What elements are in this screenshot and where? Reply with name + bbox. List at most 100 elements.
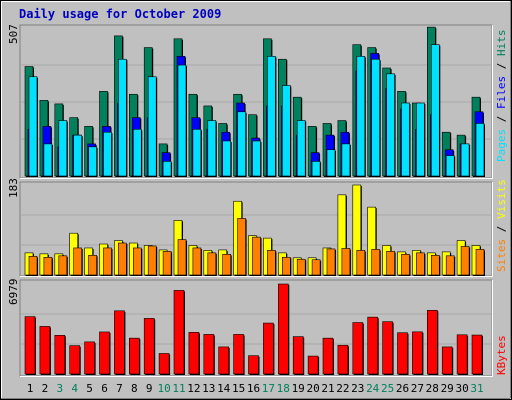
day-label-4: 4 <box>71 382 78 395</box>
day-label-9: 9 <box>146 382 153 395</box>
sites-bar-5 <box>88 255 97 276</box>
day-label-24: 24 <box>366 382 380 395</box>
legend-files: Files <box>495 76 508 109</box>
sites-bar-11 <box>177 239 187 276</box>
pages-bar-25 <box>386 73 395 177</box>
day-label-16: 16 <box>247 382 260 395</box>
pages-bar-6 <box>103 131 112 177</box>
kbytes-bar-6 <box>99 331 110 375</box>
kbytes-bar-3 <box>54 335 66 375</box>
day-label-18: 18 <box>277 382 290 395</box>
sites-bar-6 <box>103 247 112 276</box>
pages-bar-28 <box>430 44 440 177</box>
sites-bar-10 <box>162 251 172 276</box>
legend-pages: Pages <box>495 129 508 162</box>
sites-bar-20 <box>311 259 321 276</box>
day-label-21: 21 <box>321 382 334 395</box>
kbytes-bar-2 <box>39 326 51 375</box>
pages-bar-20 <box>311 161 321 177</box>
kbytes-bar-8 <box>129 337 140 375</box>
day-label-11: 11 <box>172 382 185 395</box>
kbytes-bar-18 <box>277 283 289 375</box>
pages-bar-2 <box>43 143 53 177</box>
sites-bar-14 <box>222 254 231 276</box>
kbytes-bar-22 <box>337 344 349 375</box>
kbytes-bar-15 <box>233 334 244 375</box>
kbytes-bar-1 <box>24 316 36 375</box>
pages-bar-18 <box>281 85 291 177</box>
sites-bar-24 <box>371 249 381 276</box>
day-label-31: 31 <box>470 382 483 395</box>
legend-sites: Sites <box>495 239 508 272</box>
day-label-14: 14 <box>217 382 231 395</box>
day-label-2: 2 <box>42 382 49 395</box>
pages-bar-5 <box>88 146 97 177</box>
kbytes-bar-14 <box>218 346 229 375</box>
legend-kbytes: KBytes <box>495 335 508 375</box>
sites-bar-31 <box>475 249 485 276</box>
sites-bar-23 <box>356 250 366 276</box>
kbytes-bar-12 <box>188 332 200 375</box>
sites-bar-8 <box>133 247 142 276</box>
day-label-25: 25 <box>381 382 394 395</box>
pages-bar-22 <box>341 143 351 177</box>
kbytes-bar-16 <box>248 355 259 375</box>
pages-bar-30 <box>460 143 470 177</box>
day-label-12: 12 <box>187 382 200 395</box>
kbytes-bar-7 <box>114 310 125 375</box>
day-label-17: 17 <box>262 382 275 395</box>
kbytes-bar-11 <box>173 290 185 375</box>
pages-bar-14 <box>222 140 231 177</box>
day-label-23: 23 <box>351 382 364 395</box>
day-label-27: 27 <box>411 382 424 395</box>
kbytes-bar-29 <box>441 346 453 375</box>
day-label-10: 10 <box>157 382 170 395</box>
sites-bar-13 <box>207 252 217 276</box>
sites-bar-26 <box>401 254 410 276</box>
sites-bar-12 <box>192 247 202 276</box>
sites-bar-30 <box>460 246 470 276</box>
pages-bar-1 <box>28 76 38 177</box>
legend-sep-2: / <box>495 56 508 76</box>
day-label-13: 13 <box>202 382 215 395</box>
sites-bar-16 <box>252 236 261 276</box>
legend-sep-1: / <box>495 109 508 129</box>
kbytes-bar-30 <box>456 334 468 375</box>
pages-bar-12 <box>192 128 202 177</box>
sites-bar-28 <box>430 255 440 276</box>
bars <box>24 26 485 375</box>
sites-bar-21 <box>326 248 336 276</box>
kbytes-bar-31 <box>471 334 483 375</box>
day-label-28: 28 <box>426 382 439 395</box>
kbytes-bar-27 <box>412 331 423 375</box>
sites-bar-29 <box>445 255 455 276</box>
pages-bar-29 <box>445 155 455 177</box>
sites-bar-4 <box>73 247 82 276</box>
legend-visits-sites: Sites / Visits <box>495 179 508 272</box>
chart-title: Daily usage for October 2009 <box>19 7 221 21</box>
day-label-8: 8 <box>131 382 138 395</box>
kbytes-bar-28 <box>426 309 438 375</box>
pages-bar-10 <box>162 161 172 177</box>
legend-visits: Visits <box>495 179 508 219</box>
sites-bar-7 <box>118 242 127 276</box>
day-label-5: 5 <box>86 382 93 395</box>
day-label-20: 20 <box>306 382 319 395</box>
kbytes-bar-10 <box>158 353 170 375</box>
kbytes-bar-5 <box>84 341 95 375</box>
day-label-7: 7 <box>116 382 123 395</box>
pages-bar-31 <box>475 123 485 177</box>
kbytes-bar-13 <box>203 334 215 375</box>
pages-bar-3 <box>58 120 68 177</box>
pages-bar-21 <box>326 149 336 177</box>
legend-hits-files-pages: Pages / Files / Hits <box>495 30 508 163</box>
day-label-3: 3 <box>56 382 63 395</box>
pages-bar-24 <box>371 58 381 177</box>
kbytes-bar-19 <box>292 336 304 375</box>
day-label-30: 30 <box>455 382 468 395</box>
kbytes-bar-21 <box>322 337 334 375</box>
day-label-15: 15 <box>232 382 245 395</box>
legend-sep-3: / <box>495 219 508 239</box>
pages-bar-9 <box>147 76 157 177</box>
day-label-29: 29 <box>441 382 454 395</box>
